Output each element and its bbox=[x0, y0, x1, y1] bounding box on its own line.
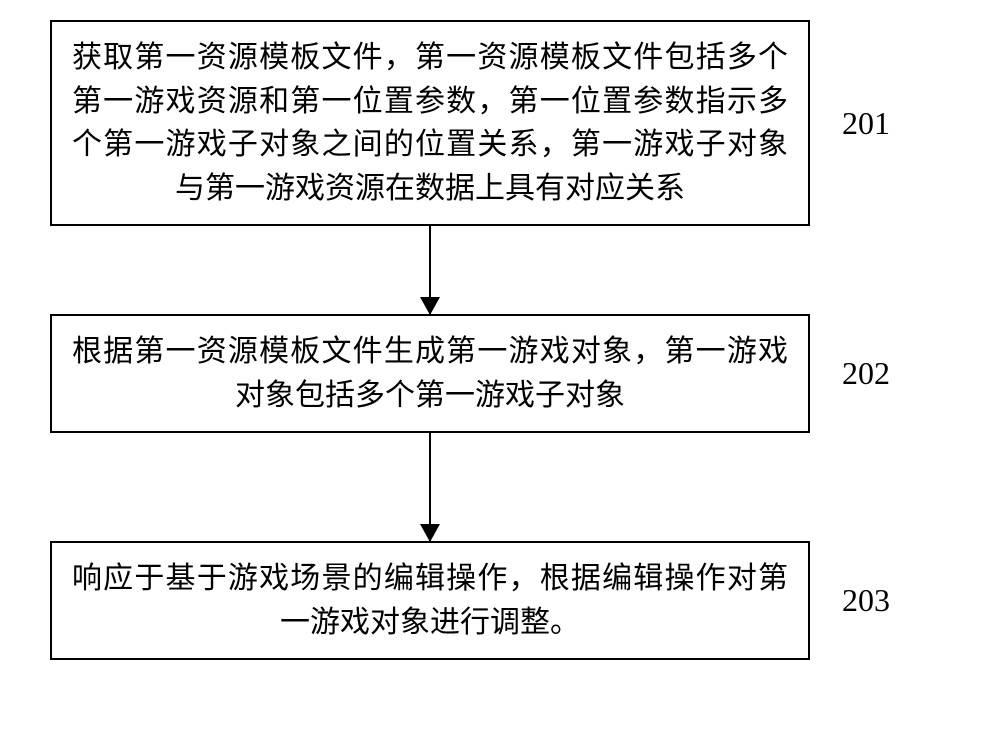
step-box-203: 响应于基于游戏场景的编辑操作，根据编辑操作对第一游戏对象进行调整。 bbox=[50, 541, 810, 660]
step-box-201: 获取第一资源模板文件，第一资源模板文件包括多个第一游戏资源和第一位置参数，第一位… bbox=[50, 20, 810, 226]
arrow-down-icon bbox=[429, 433, 431, 541]
step-row-201: 获取第一资源模板文件，第一资源模板文件包括多个第一游戏资源和第一位置参数，第一位… bbox=[50, 20, 950, 226]
step-label-201: 201 bbox=[842, 105, 890, 142]
flowchart-container: 获取第一资源模板文件，第一资源模板文件包括多个第一游戏资源和第一位置参数，第一位… bbox=[50, 20, 950, 660]
arrow-201-202 bbox=[50, 226, 810, 314]
step-text: 响应于基于游戏场景的编辑操作，根据编辑操作对第一游戏对象进行调整。 bbox=[72, 562, 788, 639]
step-box-202: 根据第一资源模板文件生成第一游戏对象，第一游戏对象包括多个第一游戏子对象 bbox=[50, 314, 810, 433]
step-text: 获取第一资源模板文件，第一资源模板文件包括多个第一游戏资源和第一位置参数，第一位… bbox=[72, 41, 788, 205]
step-label-202: 202 bbox=[842, 355, 890, 392]
step-label-203: 203 bbox=[842, 582, 890, 619]
step-row-203: 响应于基于游戏场景的编辑操作，根据编辑操作对第一游戏对象进行调整。 203 bbox=[50, 541, 950, 660]
step-text: 根据第一资源模板文件生成第一游戏对象，第一游戏对象包括多个第一游戏子对象 bbox=[72, 335, 788, 412]
arrow-down-icon bbox=[429, 226, 431, 314]
arrow-202-203 bbox=[50, 433, 810, 541]
step-row-202: 根据第一资源模板文件生成第一游戏对象，第一游戏对象包括多个第一游戏子对象 202 bbox=[50, 314, 950, 433]
